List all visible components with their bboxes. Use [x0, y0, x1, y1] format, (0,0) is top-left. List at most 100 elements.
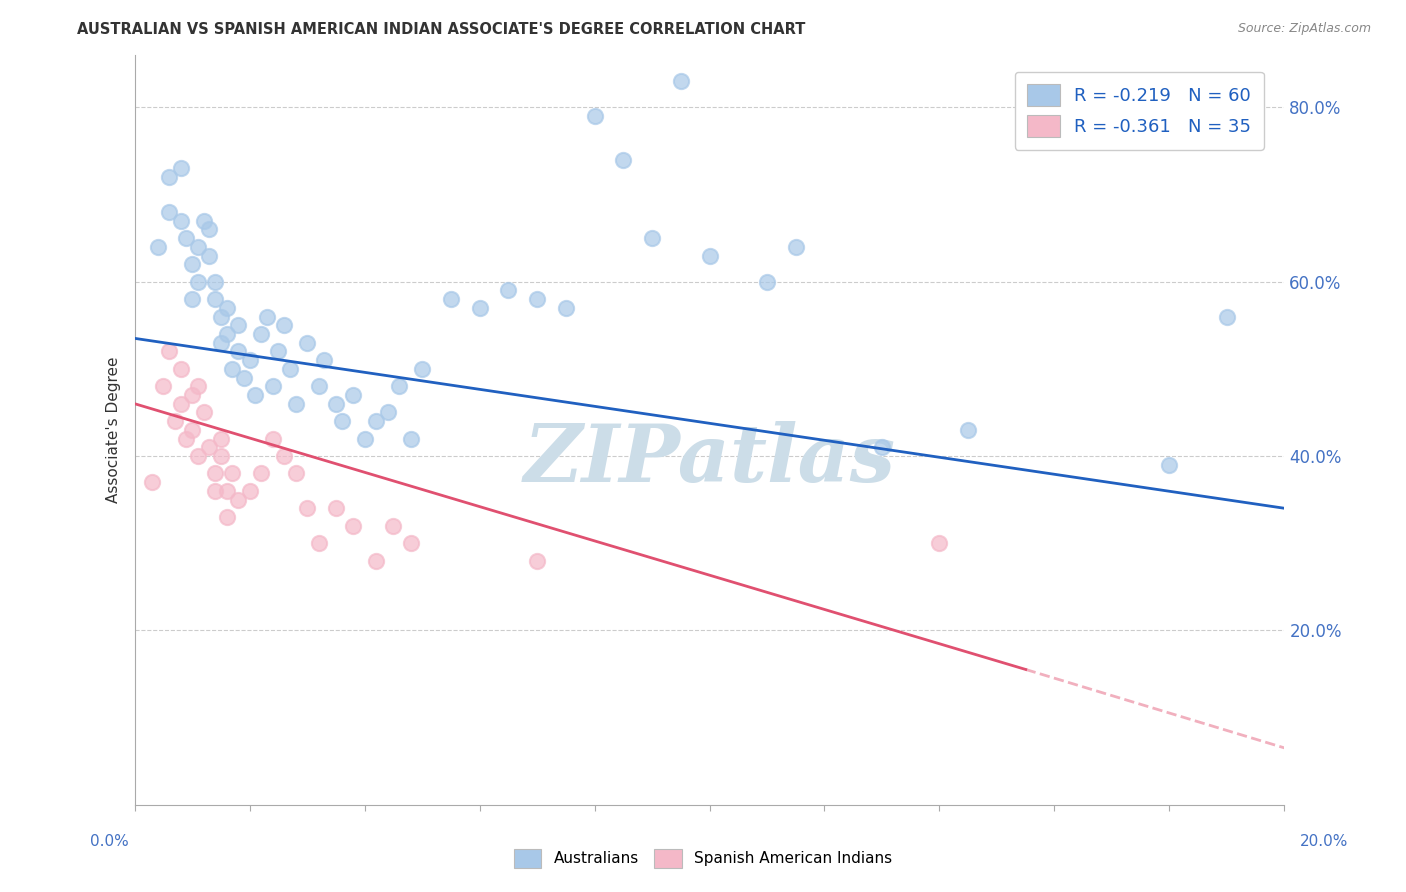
Point — [176, 231, 198, 245]
Point — [325, 397, 347, 411]
Point — [526, 292, 548, 306]
Point — [411, 362, 433, 376]
Point — [756, 275, 779, 289]
Point — [399, 432, 422, 446]
Point — [187, 275, 209, 289]
Point — [330, 414, 353, 428]
Point — [699, 249, 721, 263]
Text: ZIPatlas: ZIPatlas — [523, 421, 896, 499]
Point — [377, 405, 399, 419]
Point — [176, 432, 198, 446]
Point — [209, 432, 232, 446]
Point — [314, 353, 336, 368]
Point — [181, 388, 204, 402]
Point — [364, 553, 387, 567]
Point — [353, 432, 375, 446]
Point — [193, 213, 215, 227]
Point — [245, 388, 267, 402]
Point — [957, 423, 980, 437]
Point — [169, 213, 191, 227]
Legend: R = -0.219   N = 60, R = -0.361   N = 35: R = -0.219 N = 60, R = -0.361 N = 35 — [1015, 71, 1264, 150]
Point — [342, 518, 364, 533]
Point — [152, 379, 174, 393]
Point — [215, 483, 238, 498]
Point — [232, 370, 254, 384]
Point — [204, 292, 226, 306]
Point — [157, 205, 180, 219]
Text: AUSTRALIAN VS SPANISH AMERICAN INDIAN ASSOCIATE'S DEGREE CORRELATION CHART: AUSTRALIAN VS SPANISH AMERICAN INDIAN AS… — [77, 22, 806, 37]
Point — [583, 109, 606, 123]
Point — [204, 483, 226, 498]
Point — [198, 440, 221, 454]
Point — [1159, 458, 1181, 472]
Point — [870, 440, 893, 454]
Point — [278, 362, 301, 376]
Point — [785, 240, 807, 254]
Point — [273, 449, 295, 463]
Point — [215, 326, 238, 341]
Point — [157, 170, 180, 185]
Point — [928, 536, 950, 550]
Point — [187, 379, 209, 393]
Text: 20.0%: 20.0% — [1301, 834, 1348, 848]
Point — [399, 536, 422, 550]
Point — [198, 222, 221, 236]
Point — [215, 301, 238, 315]
Point — [169, 362, 191, 376]
Point — [221, 467, 243, 481]
Point — [226, 318, 249, 333]
Point — [209, 335, 232, 350]
Point — [239, 353, 262, 368]
Point — [193, 405, 215, 419]
Point — [226, 344, 249, 359]
Point — [187, 240, 209, 254]
Point — [209, 310, 232, 324]
Y-axis label: Associate's Degree: Associate's Degree — [107, 357, 121, 503]
Point — [221, 362, 243, 376]
Point — [284, 397, 307, 411]
Text: Source: ZipAtlas.com: Source: ZipAtlas.com — [1237, 22, 1371, 36]
Point — [284, 467, 307, 481]
Point — [215, 510, 238, 524]
Point — [308, 536, 330, 550]
Point — [181, 423, 204, 437]
Point — [226, 492, 249, 507]
Point — [612, 153, 634, 167]
Point — [141, 475, 163, 490]
Point — [250, 467, 273, 481]
Point — [198, 249, 221, 263]
Point — [498, 284, 520, 298]
Point — [273, 318, 295, 333]
Point — [262, 379, 284, 393]
Point — [204, 467, 226, 481]
Point — [157, 344, 180, 359]
Point — [388, 379, 411, 393]
Point — [342, 388, 364, 402]
Point — [163, 414, 186, 428]
Point — [295, 501, 318, 516]
Point — [169, 397, 191, 411]
Point — [262, 432, 284, 446]
Point — [641, 231, 664, 245]
Point — [181, 257, 204, 271]
Point — [267, 344, 290, 359]
Point — [250, 326, 273, 341]
Point — [382, 518, 405, 533]
Point — [146, 240, 169, 254]
Point — [187, 449, 209, 463]
Point — [295, 335, 318, 350]
Point — [1216, 310, 1239, 324]
Point — [526, 553, 548, 567]
Point — [181, 292, 204, 306]
Point — [468, 301, 491, 315]
Point — [256, 310, 278, 324]
Point — [669, 74, 692, 88]
Point — [239, 483, 262, 498]
Point — [440, 292, 463, 306]
Point — [169, 161, 191, 176]
Point — [364, 414, 387, 428]
Legend: Australians, Spanish American Indians: Australians, Spanish American Indians — [508, 843, 898, 873]
Point — [209, 449, 232, 463]
Point — [554, 301, 576, 315]
Point — [308, 379, 330, 393]
